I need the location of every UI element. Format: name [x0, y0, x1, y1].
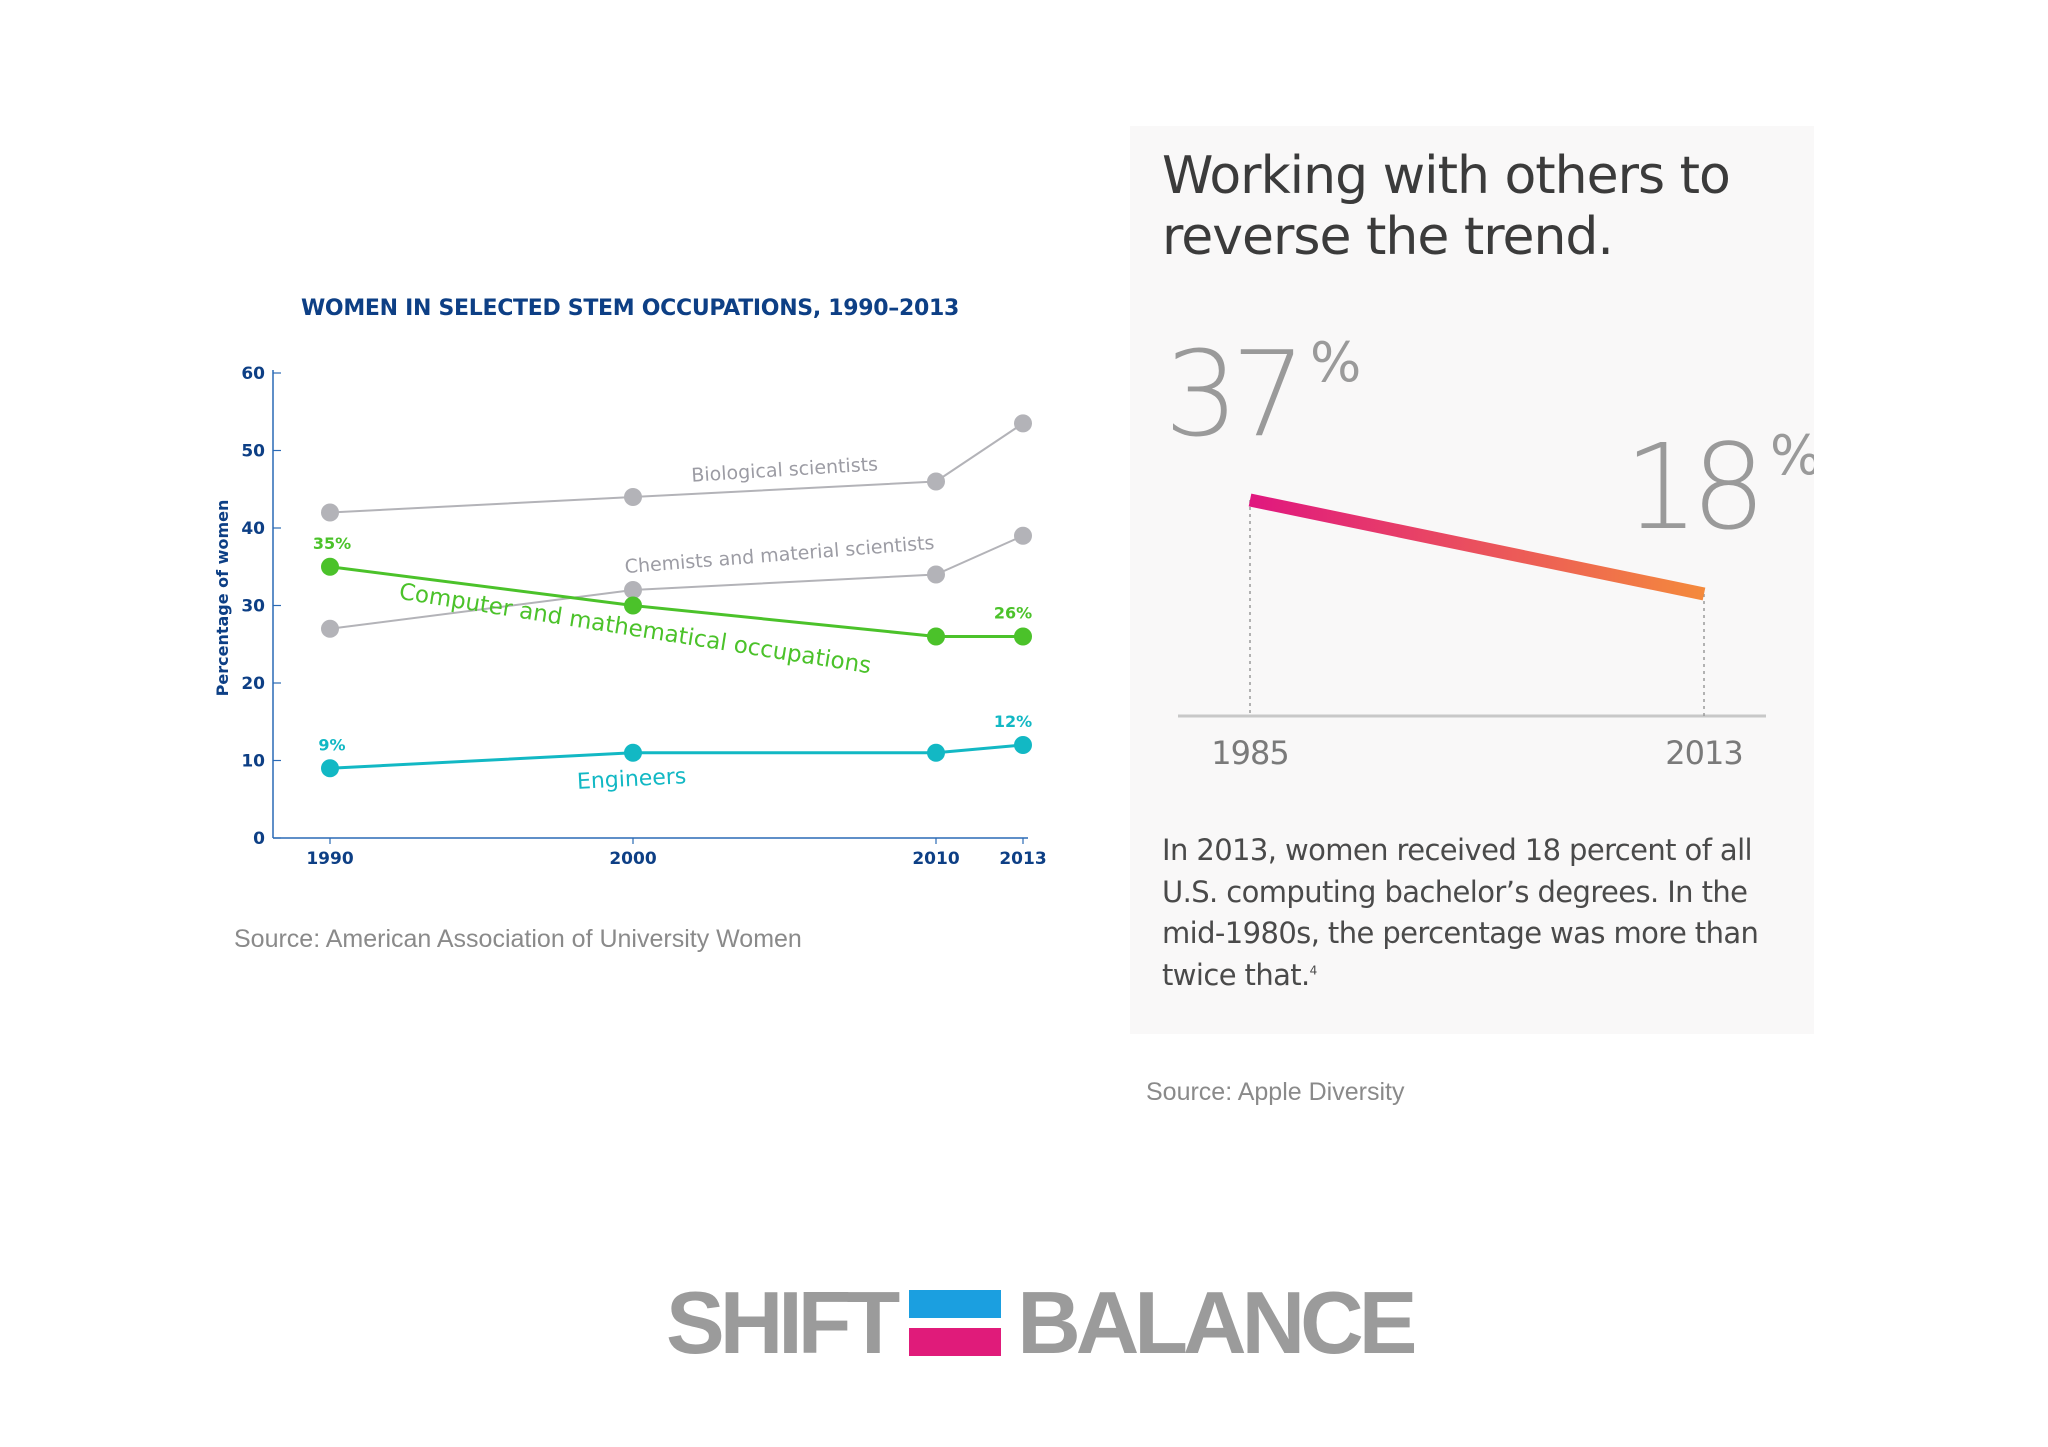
y-tick-label: 20: [241, 674, 265, 694]
y-tick-label: 60: [241, 364, 265, 384]
data-point: [624, 596, 642, 615]
stem-axes: 0 10 20 30 40 50 60 1990 2000 2010 2013: [241, 364, 1046, 869]
data-label-unit: %: [1310, 331, 1361, 394]
series-line: [329, 422, 1024, 514]
data-label: 18: [1624, 418, 1758, 556]
series-name-label: Biological scientists: [691, 453, 879, 486]
data-label: 35%: [313, 534, 351, 553]
y-axis-label: Percentage of women: [213, 500, 232, 697]
stem-series-labels: Biological scientists Chemists and materi…: [313, 453, 1032, 795]
y-tick-label: 50: [241, 442, 265, 462]
data-point: [321, 503, 339, 522]
apple-panel-heading: Working with others to reverse the trend…: [1162, 146, 1782, 268]
logo-word-shift: SHIFT: [666, 1273, 900, 1372]
x-tick-label: 2010: [912, 849, 959, 869]
data-label: 26%: [994, 604, 1032, 623]
data-point: [927, 565, 945, 584]
data-point: [321, 759, 339, 778]
y-tick-label: 0: [253, 829, 265, 849]
shift-balance-logo: SHIFT BALANCE: [666, 1273, 1417, 1372]
data-label: 12%: [994, 712, 1032, 731]
data-point: [1014, 736, 1032, 754]
apple-source-note: Source: Apple Diversity: [1146, 1078, 1405, 1106]
series-line: [329, 534, 1024, 630]
data-point: [927, 472, 945, 491]
x-tick-label: 2013: [999, 849, 1046, 869]
series-name-label: Engineers: [576, 764, 687, 795]
stem-series-points: [321, 414, 1032, 778]
y-tick-label: 10: [241, 752, 265, 772]
data-point: [927, 743, 945, 762]
heading-line-1: Working with others to: [1162, 146, 1731, 206]
logo-equals-mark: [909, 1290, 1002, 1356]
x-tick-label: 2013: [1665, 734, 1742, 772]
logo-bar-blue: [909, 1290, 1002, 1318]
series-name-label: Chemists and material scientists: [624, 532, 935, 578]
stem-series-lines: [329, 422, 1024, 770]
data-label: 37: [1164, 325, 1298, 463]
apple-panel-caption: In 2013, women received 18 percent of al…: [1162, 830, 1782, 996]
data-point: [321, 619, 339, 638]
data-point: [624, 488, 642, 506]
stem-source-note: Source: American Association of Universi…: [234, 925, 802, 953]
data-point: [624, 581, 642, 599]
data-label: 9%: [318, 735, 345, 754]
data-label-unit: %: [1770, 424, 1814, 487]
data-point: [927, 627, 945, 646]
stem-chart-title: WOMEN IN SELECTED STEM OCCUPATIONS, 1990…: [300, 296, 960, 321]
x-tick-label: 1990: [306, 849, 353, 869]
x-tick-label: 2000: [609, 849, 656, 869]
y-tick-label: 30: [241, 597, 265, 617]
heading-line-2: reverse the trend.: [1162, 207, 1614, 267]
caption-text: In 2013, women received 18 percent of al…: [1162, 833, 1759, 992]
data-point: [1014, 627, 1032, 646]
logo-word-balance: BALANCE: [1017, 1273, 1417, 1372]
series-line: [329, 565, 1023, 638]
apple-diversity-panel: [1130, 126, 1814, 1034]
series-line: [329, 743, 1024, 770]
data-point: [1014, 414, 1032, 433]
trend-line: [1248, 493, 1706, 601]
data-point: [321, 557, 339, 576]
x-tick-label: 1985: [1211, 734, 1288, 772]
caption-footnote: 4: [1309, 962, 1318, 977]
stem-line-chart: 0 10 20 30 40 50 60 1990 2000 2010 2013 Biological…: [213, 364, 1047, 869]
y-tick-label: 40: [241, 519, 265, 539]
logo-bar-pink: [909, 1328, 1002, 1356]
data-point: [1014, 526, 1032, 545]
data-point: [624, 743, 642, 762]
